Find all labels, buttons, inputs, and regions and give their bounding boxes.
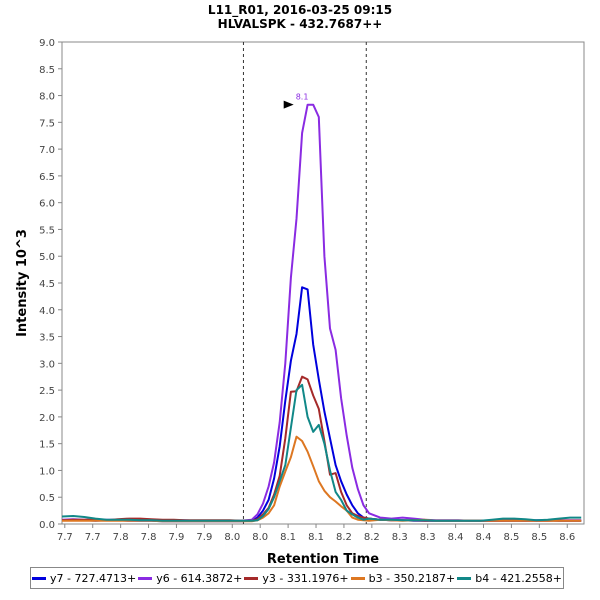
y-tick-label: 9.0 xyxy=(39,38,55,49)
x-tick-label: 8.1 xyxy=(280,532,296,543)
x-tick-label: 7.8 xyxy=(113,532,129,543)
x-tick-label: 7.9 xyxy=(196,532,212,543)
legend-label: y6 - 614.3872+ xyxy=(156,571,243,585)
y-tick-label: 2.5 xyxy=(39,386,55,397)
x-tick-label: 8.1 xyxy=(308,532,324,543)
legend-swatch xyxy=(350,576,365,580)
legend-label: y3 - 331.1976+ xyxy=(262,571,349,585)
legend-item: y6 - 614.3872+ xyxy=(138,572,242,585)
y-tick-label: 2.0 xyxy=(39,413,55,424)
series-lines xyxy=(61,103,582,523)
x-tick-label: 8.3 xyxy=(420,532,436,543)
peak-label: 8.1 xyxy=(296,93,309,102)
peak-marker xyxy=(283,100,294,109)
y-tick-label: 6.0 xyxy=(39,199,55,210)
x-tick-label: 8.5 xyxy=(503,532,519,543)
x-tick-label: 8.3 xyxy=(392,532,408,543)
legend-label: b3 - 350.2187+ xyxy=(368,571,456,585)
x-tick-label: 8.0 xyxy=(224,532,240,543)
y-axis-label: Intensity 10^3 xyxy=(15,229,30,337)
series-line xyxy=(61,383,582,522)
y-tick-label: 1.5 xyxy=(39,440,55,451)
y-tick-label: 3.0 xyxy=(39,359,55,370)
y-tick-label: 3.5 xyxy=(39,333,55,344)
legend-item: b4 - 421.2558+ xyxy=(457,572,562,585)
legend-label: b4 - 421.2558+ xyxy=(475,571,562,585)
y-tick-label: 6.5 xyxy=(39,172,55,183)
chart-subtitle: HLVALSPK - 432.7687++ xyxy=(218,17,383,31)
y-tick-label: 7.5 xyxy=(39,118,55,129)
x-axis-label: Retention Time xyxy=(267,552,379,567)
y-tick-label: 4.5 xyxy=(39,279,55,290)
peak-boundaries xyxy=(242,42,367,524)
y-axis: 0.0 0.5 1.0 1.5 2.0 2.5 3.0 3.5 4.0 4.5 5.0 5.5 6.0 6… xyxy=(39,38,62,531)
x-tick-label: 8.5 xyxy=(531,532,547,543)
y-tick-label: 5.0 xyxy=(39,252,55,263)
legend-item: y7 - 727.4713+ xyxy=(32,572,136,585)
y-tick-label: 8.0 xyxy=(39,92,55,103)
legend-item: y3 - 331.1976+ xyxy=(244,571,349,585)
y-tick-label: 7.0 xyxy=(39,145,55,156)
legend-label: y7 - 727.4713+ xyxy=(50,571,137,585)
x-tick-label: 7.7 xyxy=(57,532,73,543)
y-tick-label: 0.0 xyxy=(39,520,55,531)
plot-area xyxy=(61,41,585,525)
x-tick-label: 8.4 xyxy=(476,532,492,543)
legend-swatch xyxy=(457,576,472,580)
legend-swatch xyxy=(32,576,46,580)
x-tick-label: 7.9 xyxy=(168,532,184,543)
y-tick-label: 1.0 xyxy=(39,466,55,477)
y-tick-label: 4.0 xyxy=(39,306,55,317)
x-tick-label: 8.2 xyxy=(336,532,352,543)
legend-swatch xyxy=(138,576,153,580)
x-tick-label: 8.6 xyxy=(559,532,575,543)
legend: y7 - 727.4713+ y6 - 614.3872+ y3 - 331.197… xyxy=(30,567,564,589)
x-tick-label: 8.2 xyxy=(364,532,380,543)
x-tick-label: 8.4 xyxy=(448,532,464,543)
y-tick-label: 5.5 xyxy=(39,225,55,236)
legend-item: b3 - 350.2187+ xyxy=(350,571,456,585)
chart-title: L11_R01, 2016-03-25 09:15 xyxy=(208,3,392,18)
x-tick-label: 7.7 xyxy=(85,532,101,543)
y-tick-label: 8.5 xyxy=(39,65,55,76)
legend-swatch xyxy=(244,576,259,580)
y-tick-label: 0.5 xyxy=(39,493,55,504)
x-tick-label: 8.0 xyxy=(252,532,268,543)
x-tick-label: 7.8 xyxy=(141,532,157,543)
peak-annotation: 8.1 xyxy=(283,93,309,109)
x-axis: 7.7 7.7 7.8 7.8 7.9 7.9 8.0 8.0 8.1 8.1 8.2 8.2 8.3 8… xyxy=(57,524,575,543)
